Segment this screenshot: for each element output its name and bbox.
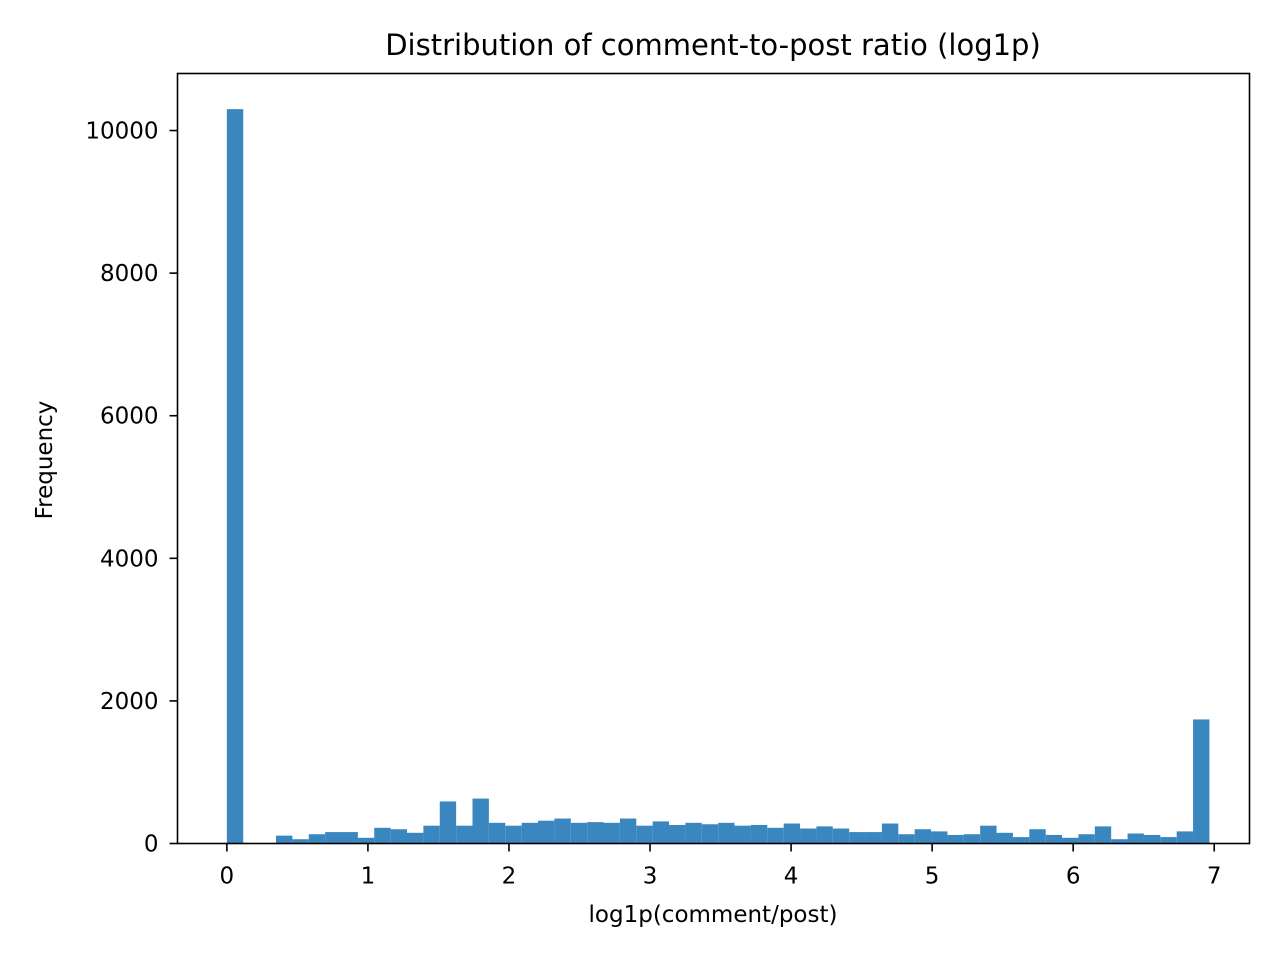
histogram-bar [865, 832, 882, 844]
histogram-bar [554, 818, 571, 844]
histogram-bar [1143, 834, 1161, 844]
histogram-bar [226, 109, 244, 844]
histogram-bar [521, 822, 539, 844]
histogram-bar [488, 822, 506, 844]
histogram-bar [816, 826, 833, 844]
bars-group [226, 109, 1210, 844]
histogram-bar [734, 825, 751, 844]
chart-title: Distribution of comment-to-post ratio (l… [385, 28, 1041, 62]
histogram-bar [456, 825, 473, 844]
histogram-bar [701, 824, 719, 844]
histogram-bar [1193, 719, 1210, 844]
histogram-bar [472, 798, 489, 844]
y-tick-label: 8000 [100, 261, 159, 287]
y-tick-label: 4000 [100, 546, 159, 572]
histogram-bar [718, 822, 735, 844]
histogram-bar [898, 834, 915, 844]
histogram-bar [1078, 834, 1095, 844]
histogram-bar [325, 832, 342, 844]
y-tick-label: 0 [144, 832, 159, 858]
histogram-bar [505, 825, 522, 844]
x-tick-label: 7 [1207, 864, 1222, 890]
histogram-bar [881, 823, 899, 844]
histogram-bar [1045, 834, 1063, 844]
y-axis-ticks: 0 2000 4000 6000 8000 10000 [85, 119, 178, 858]
histogram-bar [538, 820, 555, 844]
x-tick-label: 2 [502, 864, 517, 890]
histogram-bar [1029, 829, 1046, 844]
y-tick-label: 2000 [100, 689, 159, 715]
plot-frame [176, 72, 1251, 845]
histogram-bar [439, 801, 457, 844]
histogram-bar [1062, 837, 1079, 844]
y-tick-label: 6000 [100, 404, 159, 430]
x-tick-label: 1 [361, 864, 376, 890]
histogram-bar [1160, 837, 1177, 844]
histogram-bar [914, 829, 932, 844]
histogram-bar [570, 822, 588, 844]
histogram-bar [374, 827, 391, 844]
y-axis-label: Frequency [32, 401, 58, 520]
histogram-bar [800, 828, 817, 844]
histogram-bar [308, 834, 326, 844]
histogram-bar [587, 822, 604, 844]
histogram-bar [963, 834, 981, 844]
histogram-bar [276, 835, 293, 844]
histogram-bar [767, 827, 784, 844]
histogram-bar [750, 824, 768, 844]
histogram-bar [1094, 826, 1112, 844]
histogram-bar [947, 834, 964, 844]
histogram-bar [669, 824, 686, 844]
x-tick-label: 6 [1066, 864, 1081, 890]
histogram-bar [832, 828, 850, 844]
histogram-bar [636, 825, 653, 844]
x-tick-label: 4 [784, 864, 799, 890]
histogram-bar [849, 832, 866, 844]
histogram-bar [407, 832, 424, 844]
histogram-bar [980, 825, 997, 844]
histogram-bar [652, 821, 670, 844]
histogram-bar [931, 831, 948, 844]
x-tick-label: 0 [220, 864, 235, 890]
histogram-bar [685, 822, 702, 844]
histogram-bar [603, 822, 620, 844]
histogram-bar [1176, 831, 1194, 844]
histogram-bar [1127, 833, 1144, 844]
y-tick-label: 10000 [85, 119, 158, 145]
x-tick-label: 3 [643, 864, 658, 890]
histogram-bar [357, 837, 375, 844]
x-axis-label: log1p(comment/post) [589, 902, 838, 928]
histogram-bar [1111, 839, 1128, 844]
histogram-bar [1012, 837, 1030, 844]
x-axis-ticks: 0 1 2 3 4 5 6 7 [220, 843, 1222, 890]
histogram-bar [390, 829, 408, 844]
histogram-bar [423, 825, 440, 844]
histogram-bar [619, 818, 637, 844]
histogram-bar [341, 832, 358, 844]
histogram-bar [783, 823, 801, 844]
histogram-bar [292, 839, 309, 844]
x-tick-label: 5 [925, 864, 940, 890]
histogram-bar [996, 832, 1013, 844]
